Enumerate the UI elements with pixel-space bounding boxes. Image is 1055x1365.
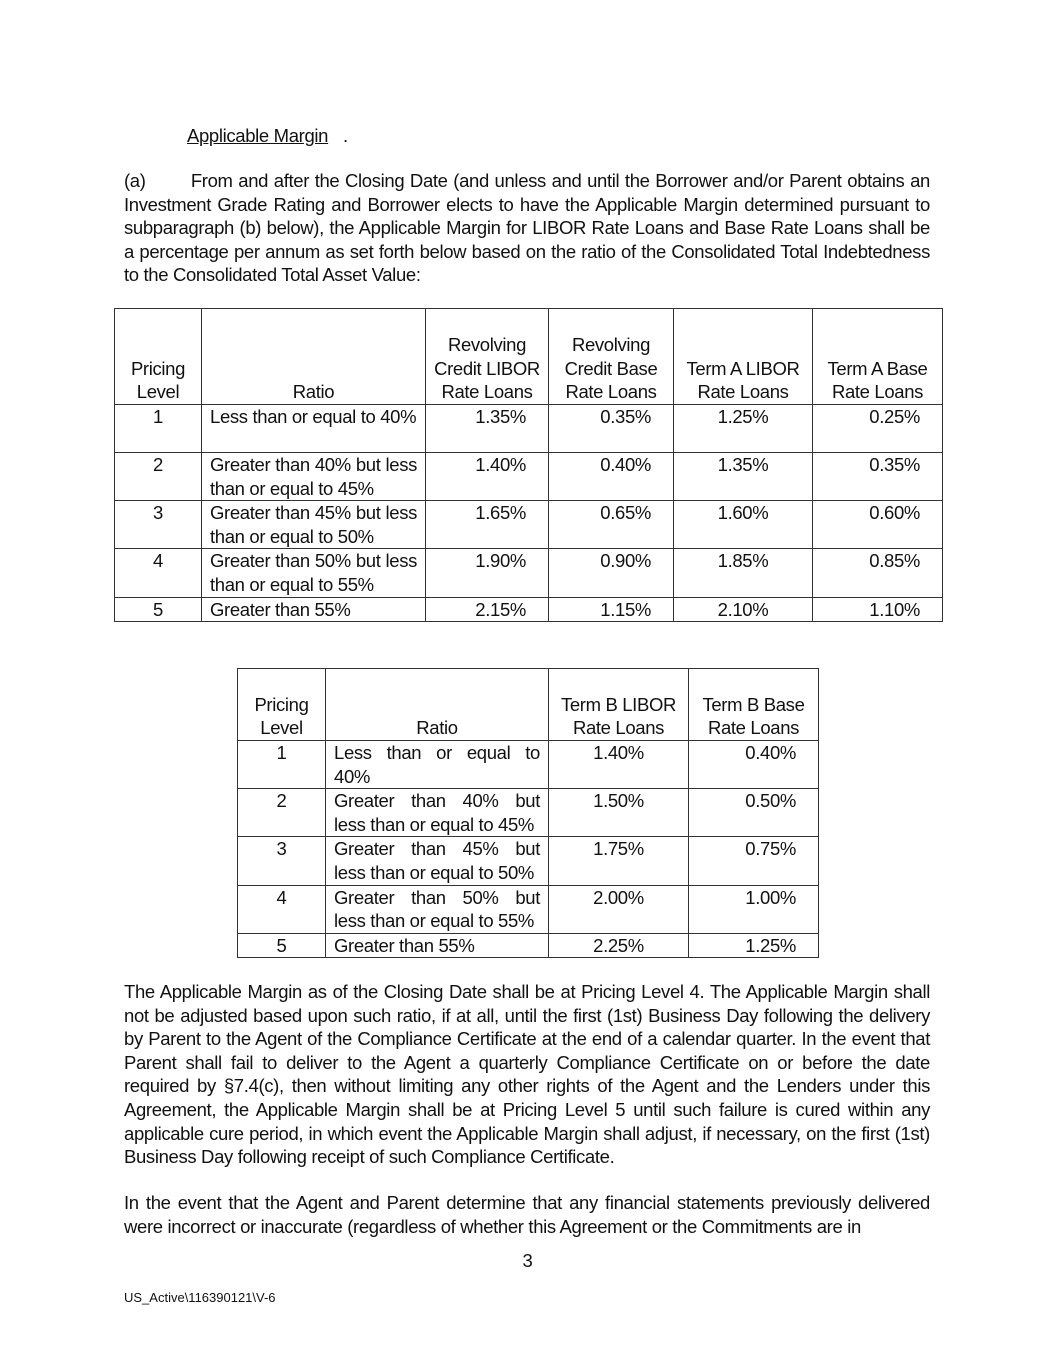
header-row: Pricing Level Ratio Revolving Credit LIBOR… [114, 308, 943, 405]
pricing-level-cell: 4 [114, 548, 202, 598]
table-row: 5 Greater than 55% 2.25% 1.25% [237, 932, 819, 959]
pricing-level-cell: 3 [237, 836, 326, 886]
rate-cell: 0.35% [812, 451, 943, 502]
pricing-level-cell: 5 [237, 932, 326, 959]
pricing-level-cell: 2 [114, 451, 202, 502]
column-header: Revolving Credit LIBOR Rate Loans [425, 308, 549, 405]
table-row: 2 Greater than 40% but less than or equal… [237, 788, 819, 838]
rate-cell: 1.40% [425, 451, 549, 502]
header-row: Pricing Level Ratio Term B LIBOR Rate Loan… [237, 668, 819, 741]
rate-cell: 1.85% [673, 548, 813, 598]
rate-cell: 0.40% [688, 739, 819, 790]
rate-cell: 2.10% [673, 596, 813, 623]
rate-cell: 1.00% [688, 884, 819, 934]
rate-cell: 0.50% [688, 788, 819, 838]
paragraph-closing-date-margin: The Applicable Margin as of the Closing … [124, 981, 930, 1168]
rate-cell: 1.50% [548, 788, 689, 838]
table-row: 1 Less than or equal to 40% 1.40% 0.40% [237, 739, 819, 790]
rate-cell: 2.00% [548, 884, 689, 934]
rate-cell: 0.85% [812, 548, 943, 598]
table-row: 4 Greater than 50% but less than or equal… [237, 884, 819, 934]
rate-cell: 0.40% [548, 451, 674, 502]
section-heading: Applicable Margin [187, 124, 328, 148]
rate-cell: 1.60% [673, 500, 813, 550]
pricing-level-cell: 5 [114, 596, 202, 623]
pricing-table-revolving-term-a: Pricing Level Ratio Revolving Credit LIBOR… [114, 308, 943, 623]
column-header: Term A LIBOR Rate Loans [673, 308, 813, 405]
column-header: Ratio [201, 308, 426, 405]
rate-cell: 1.15% [548, 596, 674, 623]
rate-cell: 1.10% [812, 596, 943, 623]
pricing-level-cell: 1 [237, 739, 326, 790]
ratio-cell: Greater than 40% but less than or equal … [325, 788, 549, 838]
table-row: 3 Greater than 45% but less than or equal… [114, 500, 943, 550]
rate-cell: 1.25% [688, 932, 819, 959]
paragraph-incorrect-statements: In the event that the Agent and Parent d… [124, 1192, 930, 1237]
ratio-cell: Less than or equal to 40% [325, 739, 549, 790]
rate-cell: 1.75% [548, 836, 689, 886]
rate-cell: 0.60% [812, 500, 943, 550]
pricing-level-cell: 4 [237, 884, 326, 934]
table-row: 4 Greater than 50% but less than or equal… [114, 548, 943, 598]
rate-cell: 1.90% [425, 548, 549, 598]
rate-cell: 1.65% [425, 500, 549, 550]
column-header: Ratio [325, 668, 549, 741]
ratio-cell: Greater than 40% but less than or equal … [201, 451, 426, 502]
column-header: Term B LIBOR Rate Loans [548, 668, 689, 741]
table-row: 2 Greater than 40% but less than or equal… [114, 451, 943, 502]
ratio-cell: Greater than 55% [325, 932, 549, 959]
ratio-cell: Less than or equal to 40% [201, 404, 426, 453]
page-number: 3 [522, 1250, 533, 1271]
rate-cell: 0.90% [548, 548, 674, 598]
rate-cell: 0.25% [812, 404, 943, 453]
ratio-cell: Greater than 45% but less than or equal … [325, 836, 549, 886]
pricing-level-cell: 1 [114, 404, 202, 453]
rate-cell: 2.25% [548, 932, 689, 959]
pricing-table-term-b: Pricing Level Ratio Term B LIBOR Rate Loan… [237, 668, 819, 959]
heading-text: Applicable Margin [187, 125, 329, 146]
rate-cell: 1.25% [673, 404, 813, 453]
table-row: 1 Less than or equal to 40% 1.35% 0.35% 1.25… [114, 404, 943, 453]
column-header: Term B Base Rate Loans [688, 668, 819, 741]
rate-cell: 2.15% [425, 596, 549, 623]
column-header: Term A Base Rate Loans [812, 308, 943, 405]
table-row: 5 Greater than 55% 2.15% 1.15% 2.10% 1.10% [114, 596, 943, 623]
ratio-cell: Greater than 50% but less than or equal … [325, 884, 549, 934]
column-header: Pricing Level [114, 308, 202, 405]
table-row: 3 Greater than 45% but less than or equal… [237, 836, 819, 886]
column-header: Pricing Level [237, 668, 326, 741]
column-header: Revolving Credit Base Rate Loans [548, 308, 674, 405]
rate-cell: 0.35% [548, 404, 674, 453]
heading-period: . [343, 125, 348, 146]
pricing-level-cell: 2 [237, 788, 326, 838]
rate-cell: 0.75% [688, 836, 819, 886]
rate-cell: 0.65% [548, 500, 674, 550]
pricing-level-cell: 3 [114, 500, 202, 550]
document-id-footer: US_Active\116390121\V-6 [124, 1290, 276, 1305]
rate-cell: 1.35% [425, 404, 549, 453]
ratio-cell: Greater than 55% [201, 596, 426, 623]
ratio-cell: Greater than 50% but less than or equal … [201, 548, 426, 598]
paragraph-a: (a) From and after the Closing Date (and… [124, 170, 930, 286]
rate-cell: 1.40% [548, 739, 689, 790]
rate-cell: 1.35% [673, 451, 813, 502]
ratio-cell: Greater than 45% but less than or equal … [201, 500, 426, 550]
